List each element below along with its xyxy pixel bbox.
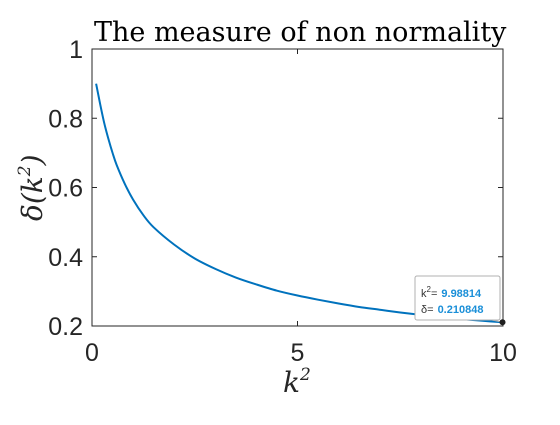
data-tip-marker[interactable] bbox=[499, 319, 506, 326]
x-tick-label: 10 bbox=[489, 339, 517, 367]
x-tick-label: 0 bbox=[85, 339, 99, 367]
y-tick-label: 0.2 bbox=[48, 313, 83, 341]
x-axis-ticks: 0 5 10 bbox=[85, 49, 517, 367]
y-tick-label: 1 bbox=[69, 36, 83, 64]
data-tip-y-row: δ= 0.210848 bbox=[421, 304, 483, 316]
y-tick-label: 0.6 bbox=[48, 175, 83, 203]
y-tick-label: 0.4 bbox=[48, 244, 83, 272]
y-axis-label: δ(k2) bbox=[15, 154, 49, 221]
chart-title: The measure of non normality bbox=[94, 17, 507, 48]
data-tip[interactable]: k2= 9.98814 δ= 0.210848 bbox=[414, 275, 506, 326]
data-tip-x-row: k2= 9.98814 bbox=[421, 285, 482, 300]
x-tick-label: 5 bbox=[291, 339, 305, 367]
data-tip-box bbox=[414, 275, 501, 321]
y-axis-ticks: 0.2 0.4 0.6 0.8 1 bbox=[48, 36, 503, 341]
y-tick-label: 0.8 bbox=[48, 105, 83, 133]
x-axis-label: k2 bbox=[283, 365, 311, 399]
